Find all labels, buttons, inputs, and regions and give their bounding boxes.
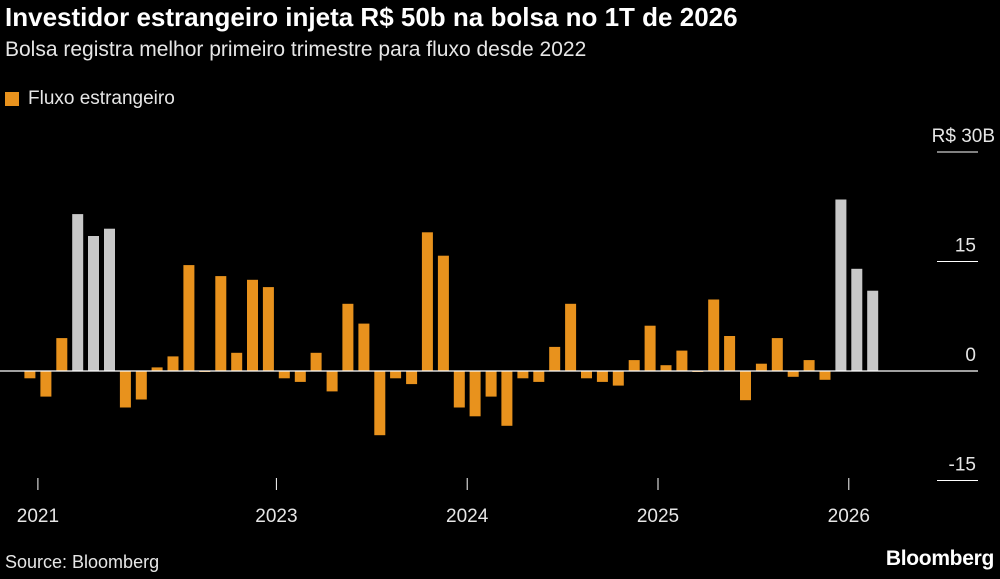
bar [628,360,640,371]
bar [342,303,354,371]
y-tick-label: 0 [965,345,976,366]
bar [56,338,68,371]
bar [326,371,338,392]
bar [612,371,624,386]
bar [294,371,306,382]
bar [803,360,815,371]
bar [787,371,799,377]
bar [724,336,736,371]
bar-highlighted [851,268,863,371]
bar [151,367,163,371]
legend-label: Fluxo estrangeiro [28,88,175,109]
bar-highlighted [88,236,99,371]
bar [819,371,831,380]
bar [119,371,131,408]
bar [135,371,147,400]
bar-highlighted [835,199,847,371]
bar [358,323,370,371]
bar [167,356,179,371]
bar [247,279,258,372]
y-tick-label: -15 [949,455,976,476]
x-tick-label: 2026 [828,506,870,527]
bar [215,276,227,371]
bar [453,371,465,408]
x-tick-label: 2021 [17,506,59,527]
bar [660,365,672,371]
chart-title: Investidor estrangeiro injeta R$ 50b na … [5,2,738,32]
bar [517,371,529,379]
y-tick-label: 15 [955,236,976,257]
bar [406,371,418,385]
x-tick-label: 2023 [255,506,297,527]
legend-swatch [5,92,19,106]
bar [708,299,720,371]
bar [565,303,577,371]
bar [596,371,608,382]
bar [485,371,497,397]
bloomberg-logo: Bloomberg [885,547,994,570]
legend: Fluxo estrangeiro [5,88,175,110]
bar [549,346,561,371]
bar [755,363,767,371]
bar [676,350,688,371]
bar [740,371,751,401]
y-tick-label: R$ 30B [932,126,995,147]
bar-highlighted [867,290,879,371]
chart-subtitle: Bolsa registra melhor primeiro trimestre… [5,38,587,61]
bar [437,255,449,371]
bar [24,371,36,379]
bar [262,287,274,372]
bar [40,371,52,397]
bar [278,371,290,379]
bar-highlighted [104,228,115,371]
bar [390,371,402,379]
source-note: Source: Bloomberg [5,552,160,572]
bar-highlighted [72,214,84,371]
bar [533,371,545,382]
x-tick-label: 2024 [446,506,489,527]
bar [183,265,195,371]
bar [231,352,243,372]
x-tick-label: 2025 [637,506,679,527]
bar [581,371,592,379]
bar [469,371,481,417]
bar [421,232,433,371]
bar [501,371,513,426]
bar [644,325,656,371]
bar [374,371,386,436]
bar [771,338,783,371]
bar [310,352,322,372]
